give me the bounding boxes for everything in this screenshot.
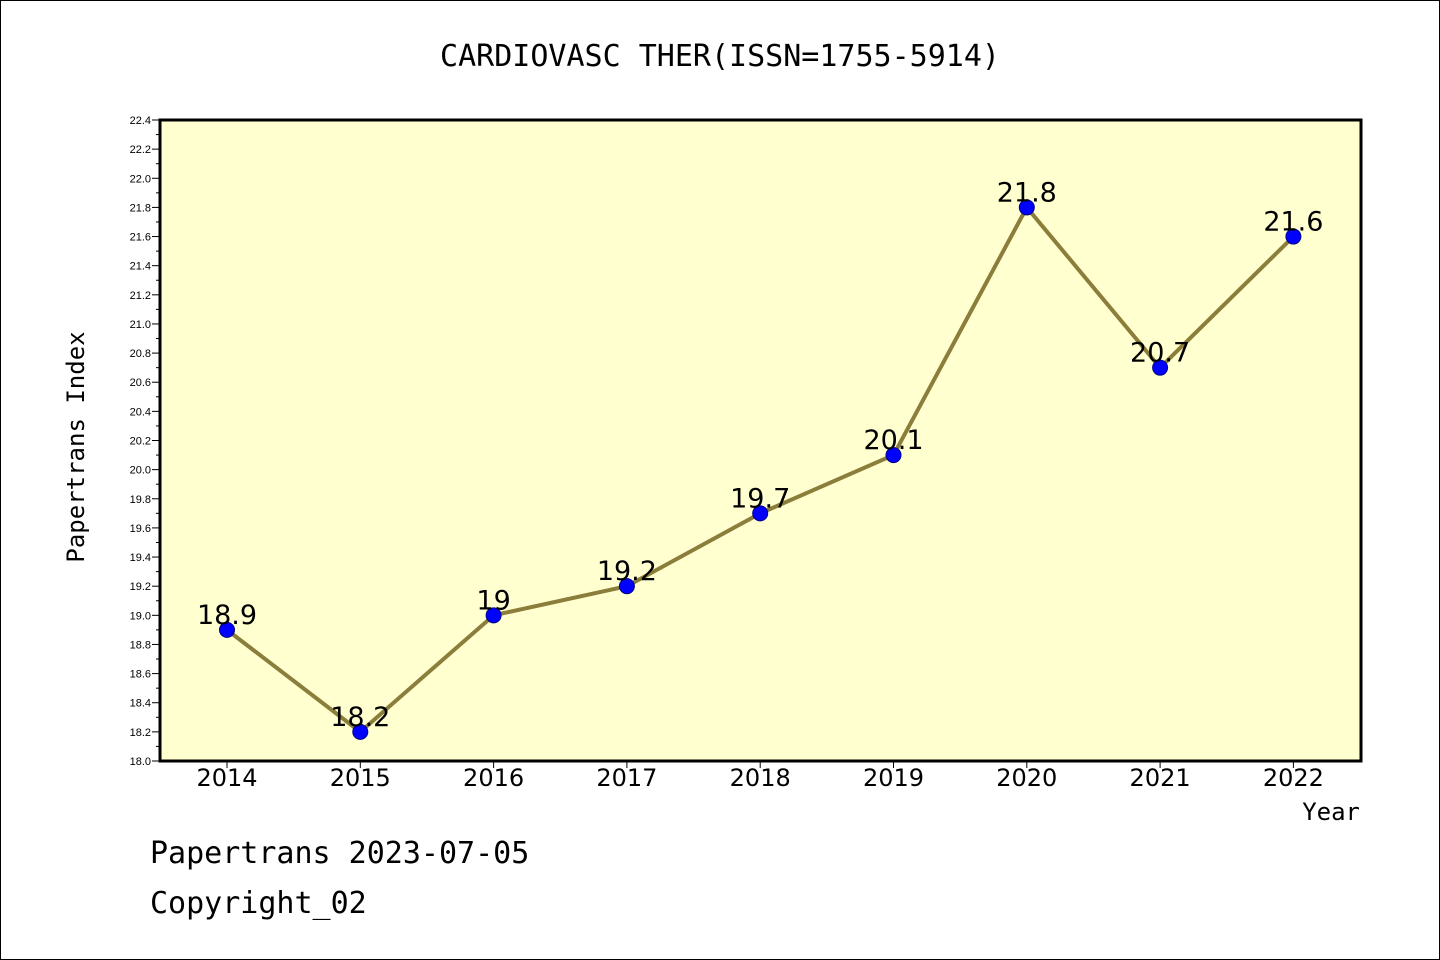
footer-copyright: Copyright_02 — [150, 886, 367, 921]
y-tick-label: 18.2 — [130, 727, 151, 739]
y-tick-label: 18.4 — [130, 698, 151, 710]
y-tick-label: 21.4 — [130, 261, 151, 273]
y-tick-label: 18.8 — [130, 639, 151, 651]
y-tick-label: 19.4 — [130, 552, 151, 564]
data-point — [485, 607, 502, 624]
data-point — [1152, 359, 1169, 376]
data-point — [618, 578, 635, 595]
data-label: 20.7 — [1130, 338, 1190, 369]
x-tick-label: 2020 — [996, 764, 1057, 792]
data-point — [352, 723, 369, 740]
data-point — [1018, 199, 1035, 216]
x-tick-label: 2021 — [1130, 764, 1191, 792]
data-label: 21.8 — [997, 177, 1057, 208]
data-label: 19.7 — [730, 483, 790, 514]
x-tick-label: 2014 — [196, 764, 257, 792]
data-label: 20.1 — [863, 425, 923, 456]
data-point — [1285, 228, 1302, 245]
y-tick-label: 18.6 — [130, 669, 151, 681]
series-line-group — [219, 199, 1302, 740]
y-tick-label: 19.6 — [130, 523, 151, 535]
data-point — [219, 621, 235, 638]
data-point — [752, 505, 769, 522]
y-axis-label: Papertrans Index — [62, 331, 90, 562]
y-tick-label: 19.0 — [130, 610, 151, 622]
x-tick-label: 2017 — [596, 764, 657, 792]
data-label: 18.2 — [330, 702, 390, 733]
x-axis-label: Year — [1302, 798, 1360, 826]
y-tick-label: 20.6 — [130, 377, 151, 389]
y-tick-label: 21.0 — [130, 319, 151, 331]
y-tick-label: 20.8 — [130, 348, 151, 360]
footer-date: Papertrans 2023-07-05 — [150, 836, 530, 871]
x-tick-label: 2018 — [730, 764, 791, 792]
y-tick-label: 21.2 — [130, 290, 151, 302]
data-label: 18.9 — [197, 600, 257, 631]
data-point — [885, 447, 902, 464]
y-tick-label: 21.8 — [130, 202, 151, 214]
y-axis: 18.0 18.2 18.4 18.6 18.8 19.0 19.2 19.4 19.6 19.8… — [130, 115, 160, 768]
y-tick-label: 22.4 — [130, 115, 151, 127]
y-tick-label: 19.2 — [130, 581, 151, 593]
y-tick-label: 20.0 — [130, 465, 151, 477]
x-tick-label: 2019 — [863, 764, 924, 792]
y-tick-label: 22.2 — [130, 144, 151, 156]
data-label: 19.2 — [597, 556, 657, 587]
data-label-group: 18.9 18.2 19 19.2 19.7 20.1 21.8 20.7 21.6 — [197, 177, 1324, 732]
data-label: 19 — [476, 585, 510, 616]
chart-title: CARDIOVASC THER(ISSN=1755-5914) — [440, 39, 1000, 74]
x-tick-label: 2022 — [1263, 764, 1324, 792]
x-axis: 2014 2015 2016 2017 2018 2019 2020 2021 2022 — [196, 761, 1324, 792]
x-tick-label: 2016 — [463, 764, 524, 792]
y-tick-label: 20.4 — [130, 406, 151, 418]
y-tick-label: 21.6 — [130, 232, 151, 244]
y-tick-label: 18.0 — [130, 756, 151, 768]
data-label: 21.6 — [1263, 207, 1323, 238]
y-tick-label: 22.0 — [130, 173, 151, 185]
x-tick-label: 2015 — [330, 764, 391, 792]
y-tick-label: 20.2 — [130, 436, 151, 448]
plot-area — [158, 118, 1363, 763]
y-tick-label: 19.8 — [130, 494, 151, 506]
